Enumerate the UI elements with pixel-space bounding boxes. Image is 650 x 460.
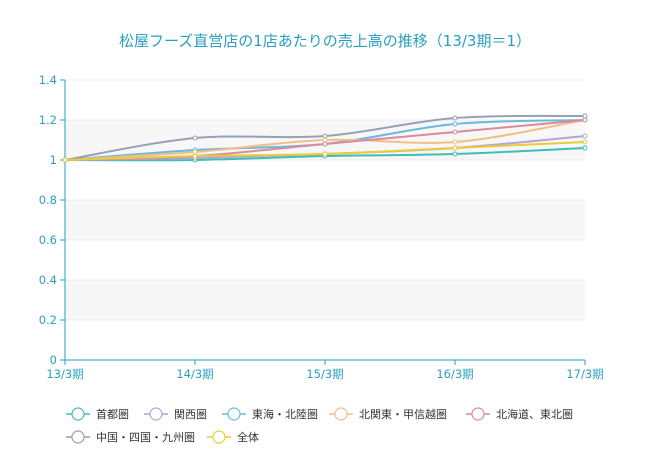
y-tick-label: 1.4 [39, 73, 57, 87]
legend-item[interactable]: 中国・四国・九州圏 [66, 430, 195, 444]
legend-swatch-marker [149, 407, 163, 421]
data-point [582, 113, 588, 119]
y-tick-label: 1 [50, 153, 57, 167]
x-tick-label: 15/3期 [306, 367, 343, 381]
data-point [582, 133, 588, 139]
data-point [452, 145, 458, 151]
x-tick-label: 14/3期 [176, 367, 213, 381]
legend-item[interactable]: 関西圏 [144, 407, 207, 421]
data-point [582, 145, 588, 151]
data-point [452, 121, 458, 127]
series-points [62, 113, 588, 163]
chart-title: 松屋フーズ直営店の1店あたりの売上高の推移（13/3期＝1） [119, 32, 531, 50]
data-point [322, 151, 328, 157]
legend-label: 北海道、東北圏 [496, 407, 573, 421]
data-point [582, 117, 588, 123]
plot-band [65, 280, 585, 320]
y-tick-label: 0.8 [39, 193, 57, 207]
data-point [452, 151, 458, 157]
data-point [452, 129, 458, 135]
y-tick-label: 0.2 [39, 313, 57, 327]
y-tick-label: 0.6 [39, 233, 57, 247]
legend-swatch-marker [71, 430, 85, 444]
plot-band [65, 200, 585, 240]
data-point [322, 133, 328, 139]
legend-swatch-marker [471, 407, 485, 421]
legend-swatch-marker [334, 407, 348, 421]
data-point [452, 115, 458, 121]
legend-label: 全体 [237, 430, 259, 444]
data-point [192, 149, 198, 155]
y-axis-ticks: 0 0.2 0.4 0.6 0.8 1 1.2 1.4 [39, 73, 65, 367]
y-tick-label: 1.2 [39, 113, 57, 127]
legend-swatch-marker [212, 430, 226, 444]
data-point [322, 141, 328, 147]
legend-item[interactable]: 全体 [207, 430, 259, 444]
plot-band [65, 320, 585, 360]
legend-label: 中国・四国・九州圏 [96, 431, 195, 444]
legend-item[interactable]: 首都圏 [66, 407, 129, 421]
data-point [62, 157, 68, 163]
data-point [322, 137, 328, 143]
legend-swatch-marker [227, 407, 241, 421]
x-axis-ticks: 13/3期 14/3期 15/3期 16/3期 17/3期 [46, 360, 604, 381]
data-point [452, 139, 458, 145]
y-tick-label: 0.4 [39, 273, 57, 287]
x-tick-label: 16/3期 [436, 367, 473, 381]
y-tick-label: 0 [50, 353, 57, 367]
plot-band [65, 240, 585, 280]
data-point [192, 135, 198, 141]
plot-band [65, 80, 585, 120]
legend-item[interactable]: 北関東・甲信越圏 [329, 407, 447, 421]
x-tick-label: 13/3期 [46, 367, 83, 381]
plot-band [65, 160, 585, 200]
legend-swatch-marker [71, 407, 85, 421]
x-tick-label: 17/3期 [566, 367, 603, 381]
legend-label: 北関東・甲信越圏 [359, 407, 447, 421]
data-point [192, 153, 198, 159]
legend-label: 東海・北陸圏 [252, 407, 318, 421]
data-point [582, 139, 588, 145]
legend-item[interactable]: 北海道、東北圏 [466, 407, 573, 421]
legend-item[interactable]: 東海・北陸圏 [222, 407, 318, 421]
legend-label: 関西圏 [174, 408, 207, 421]
legend-label: 首都圏 [96, 407, 129, 421]
